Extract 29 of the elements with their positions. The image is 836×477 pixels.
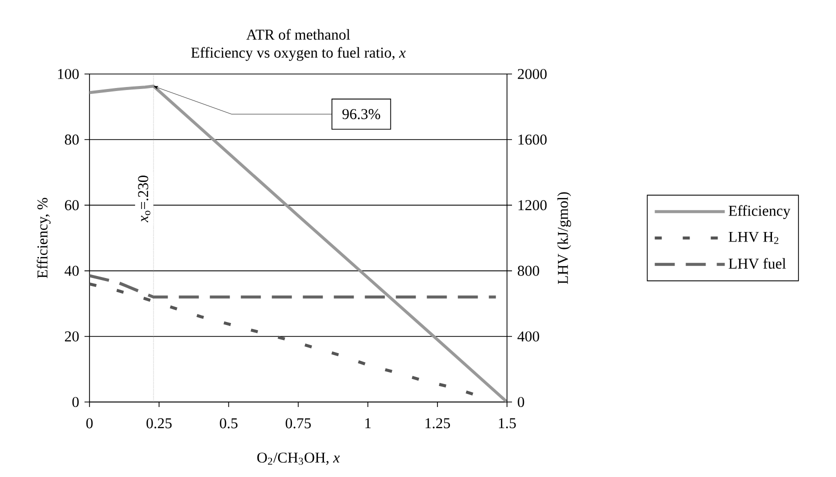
- y2-tick-label: 0: [518, 396, 524, 408]
- y2-tick-label: 1200: [518, 200, 547, 210]
- y-tick-label: 60: [64, 200, 79, 210]
- y-tick-label: 20: [64, 331, 79, 342]
- x-tick-label: 0.75: [286, 418, 311, 428]
- y2-tick-label: 400: [518, 331, 540, 342]
- x-axis-title: O$_{2}$/CH$_{3}$OH, x: [257, 452, 340, 465]
- y-tick-label: 0: [72, 396, 79, 408]
- y2-tick-label: 1600: [518, 134, 547, 145]
- y2-axis-title: LHV (kJ/gmol): [557, 192, 572, 284]
- chart-subtitle: Efficiency vs oxygen to fuel ratio, x: [191, 47, 406, 61]
- legend-label: Efficiency: [728, 205, 790, 219]
- y-tick-label: 80: [64, 134, 79, 145]
- legend-label: LHV fuel: [728, 258, 786, 269]
- x-tick-label: 0.25: [146, 418, 172, 428]
- annotation: 96.3%: [342, 109, 380, 120]
- y-tick-label: 100: [58, 68, 79, 80]
- y2-tick-label: 2000: [518, 68, 547, 80]
- x-tick-label: 0: [86, 418, 93, 428]
- y-axis-title: Efficiency, %: [36, 198, 51, 278]
- chart-title: ATR of methanol: [246, 29, 350, 40]
- x-tick-label: 1: [365, 418, 371, 428]
- x-tick-label: 1.5: [498, 418, 516, 428]
- y-tick-label: 40: [64, 266, 79, 276]
- x-tick-label: 1.25: [426, 418, 450, 428]
- legend-label: LHV H$_{2}$: [728, 232, 778, 244]
- y2-tick-label: 800: [518, 266, 540, 276]
- ref-line-label: x$_{o}$=.230: [138, 176, 150, 222]
- x-tick-label: 0.5: [220, 418, 238, 428]
